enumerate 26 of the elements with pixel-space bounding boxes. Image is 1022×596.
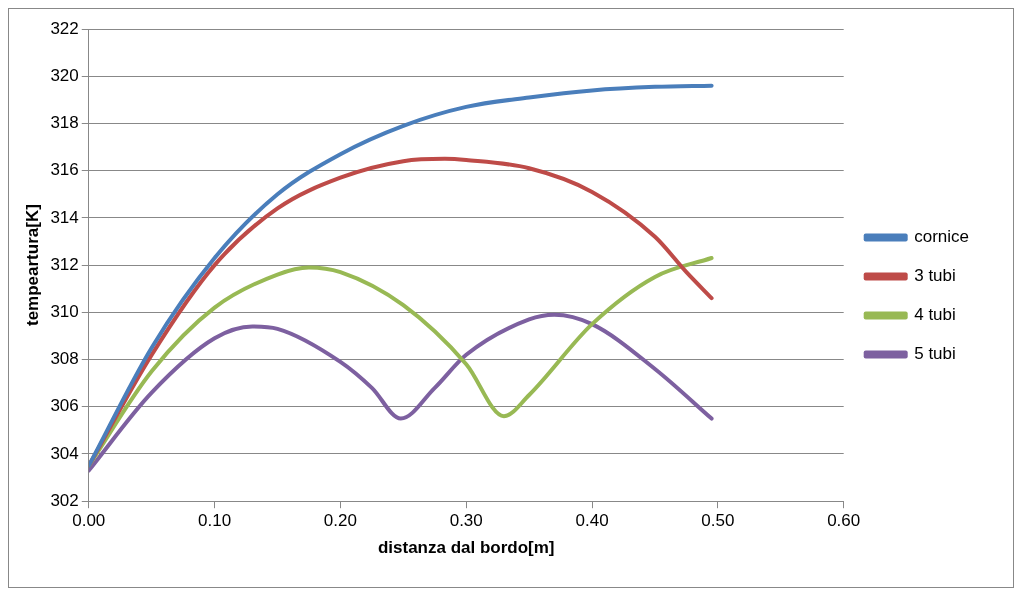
y-tick-label: 304 <box>50 443 79 463</box>
y-tick-label: 310 <box>50 302 79 322</box>
y-tick-label: 316 <box>50 160 79 180</box>
y-tick-label: 312 <box>50 254 79 274</box>
x-tick-label: 0.40 <box>575 511 609 531</box>
legend-label: 4 tubi <box>914 305 956 325</box>
x-axis-title: distanza dal bordo[m] <box>377 538 555 558</box>
y-tick-label: 306 <box>50 396 79 416</box>
y-tick-label: 318 <box>50 113 79 133</box>
x-tick-label: 0.10 <box>198 511 232 531</box>
legend-label: 5 tubi <box>914 344 956 364</box>
legend-label: 3 tubi <box>914 266 956 286</box>
x-tick-label: 0.60 <box>827 511 861 531</box>
y-tick-label: 314 <box>50 207 79 227</box>
y-tick-label: 320 <box>50 65 79 85</box>
x-tick-label: 0.50 <box>701 511 735 531</box>
y-tick-label: 322 <box>50 18 79 38</box>
legend-label: cornice <box>914 227 970 247</box>
y-tick-label: 308 <box>50 349 79 369</box>
line-series <box>88 312 714 473</box>
x-tick-label: 0.00 <box>72 511 106 531</box>
y-axis-title: tempeartura[K] <box>22 204 42 327</box>
x-tick-label: 0.30 <box>449 511 483 531</box>
x-tick-label: 0.20 <box>323 511 357 531</box>
y-tick-label: 302 <box>50 490 79 510</box>
line-series <box>88 83 714 468</box>
